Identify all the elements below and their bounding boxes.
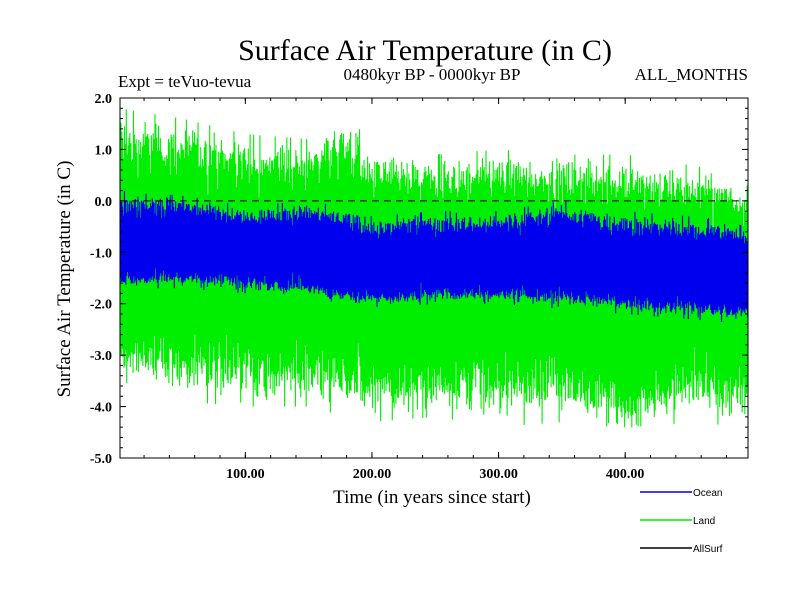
series-line-ocean bbox=[120, 190, 748, 323]
x-tick-label: 200.00 bbox=[353, 467, 392, 482]
y-tick-label: -5.0 bbox=[90, 452, 112, 467]
legend-label-ocean: Ocean bbox=[693, 488, 722, 499]
subtitle-experiment: Expt = teVuo-tevua bbox=[118, 72, 252, 91]
y-tick-label: -1.0 bbox=[90, 246, 112, 261]
legend-label-allsurf: AllSurf bbox=[693, 544, 723, 555]
y-axis-label: Surface Air Temperature (in C) bbox=[54, 161, 75, 398]
y-tick-label: 0.0 bbox=[95, 195, 113, 210]
subtitle-period: 0480kyr BP - 0000kyr BP bbox=[344, 65, 521, 84]
x-tick-label: 300.00 bbox=[479, 467, 518, 482]
x-axis-label: Time (in years since start) bbox=[333, 487, 531, 508]
x-tick-label: 400.00 bbox=[606, 467, 645, 482]
y-tick-label: 1.0 bbox=[95, 143, 113, 158]
y-tick-label: -4.0 bbox=[90, 401, 112, 416]
y-tick-label: -2.0 bbox=[90, 298, 112, 313]
plot-frame bbox=[119, 97, 749, 459]
legend: Ocean Land AllSurf bbox=[640, 488, 723, 555]
y-tick-label: 2.0 bbox=[95, 92, 113, 107]
y-tick-label: -3.0 bbox=[90, 349, 112, 364]
x-tick-label: 100.00 bbox=[226, 467, 265, 482]
chart-title: Surface Air Temperature (in C) bbox=[238, 34, 612, 67]
legend-label-land: Land bbox=[693, 516, 715, 527]
series-line-land bbox=[120, 109, 748, 428]
plot-area: 2.0 1.0 0.0 -1.0 -2.0 -3.0 -4.0 -5.0 100.00 200.0… bbox=[90, 92, 749, 482]
subtitle-months: ALL_MONTHS bbox=[635, 65, 748, 84]
